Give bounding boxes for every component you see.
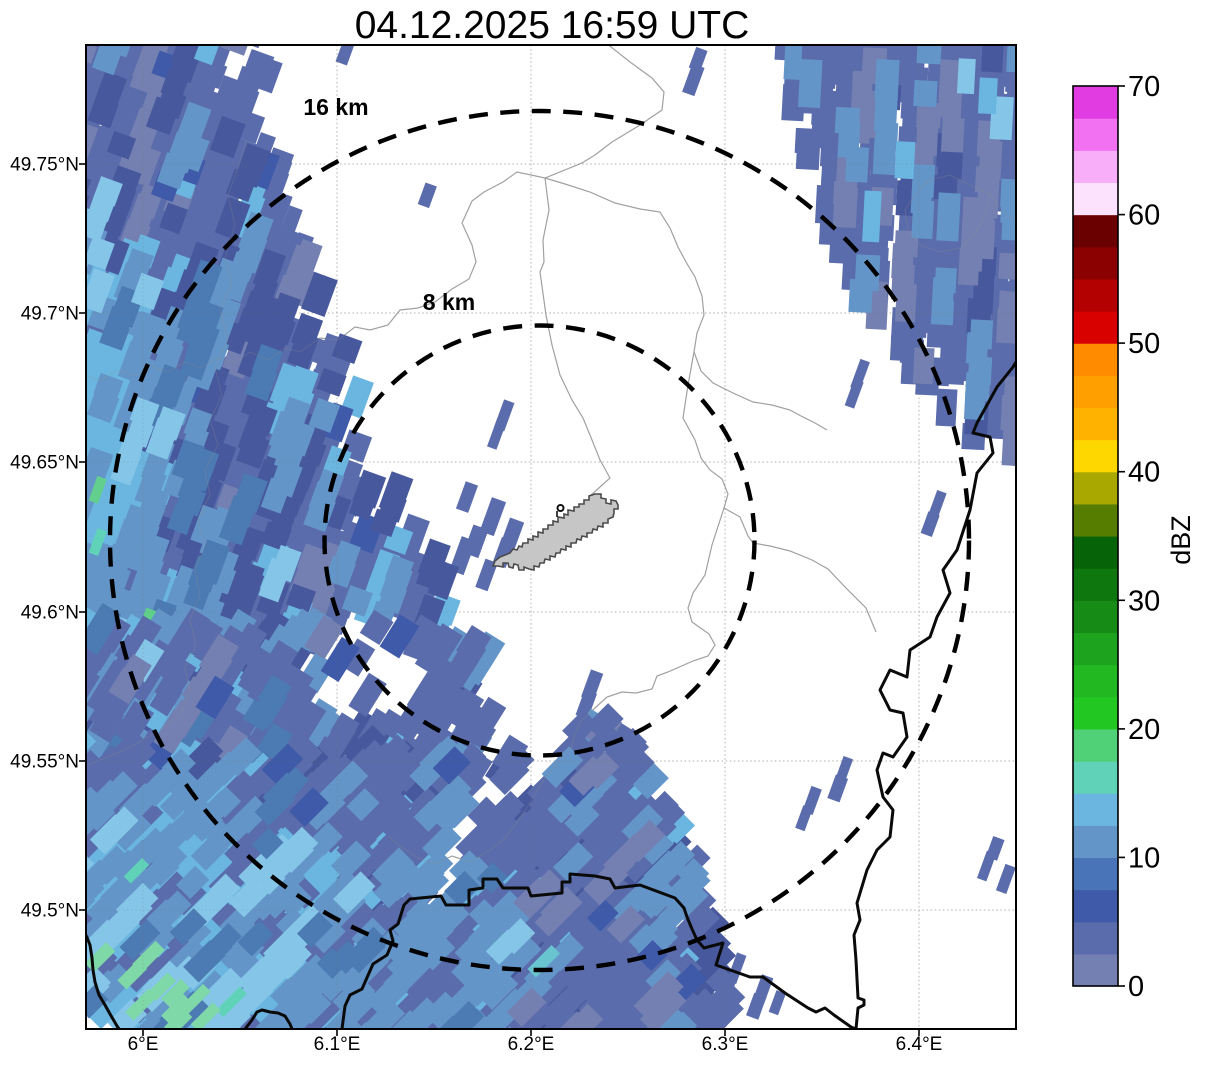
svg-text:10: 10 bbox=[1128, 842, 1160, 874]
svg-text:0: 0 bbox=[1128, 971, 1144, 1003]
svg-text:49.5°N: 49.5°N bbox=[21, 901, 79, 922]
svg-text:6.2°E: 6.2°E bbox=[508, 1034, 555, 1055]
svg-text:6.4°E: 6.4°E bbox=[896, 1034, 943, 1055]
svg-text:60: 60 bbox=[1128, 200, 1160, 232]
svg-text:70: 70 bbox=[1128, 71, 1160, 103]
svg-text:8 km: 8 km bbox=[423, 289, 475, 315]
svg-text:6.1°E: 6.1°E bbox=[314, 1034, 361, 1055]
svg-text:49.75°N: 49.75°N bbox=[10, 155, 79, 176]
svg-text:16 km: 16 km bbox=[303, 94, 368, 120]
svg-text:40: 40 bbox=[1128, 457, 1160, 489]
svg-text:50: 50 bbox=[1128, 328, 1160, 360]
svg-text:6°E: 6°E bbox=[128, 1034, 159, 1055]
svg-text:49.65°N: 49.65°N bbox=[10, 453, 79, 474]
svg-text:49.7°N: 49.7°N bbox=[21, 304, 79, 325]
svg-text:49.6°N: 49.6°N bbox=[21, 603, 79, 624]
svg-text:6.3°E: 6.3°E bbox=[702, 1034, 749, 1055]
svg-text:dBZ: dBZ bbox=[1166, 515, 1196, 565]
svg-text:30: 30 bbox=[1128, 585, 1160, 617]
svg-text:20: 20 bbox=[1128, 714, 1160, 746]
svg-text:49.55°N: 49.55°N bbox=[10, 752, 79, 773]
svg-text:04.12.2025 16:59 UTC: 04.12.2025 16:59 UTC bbox=[355, 4, 750, 47]
